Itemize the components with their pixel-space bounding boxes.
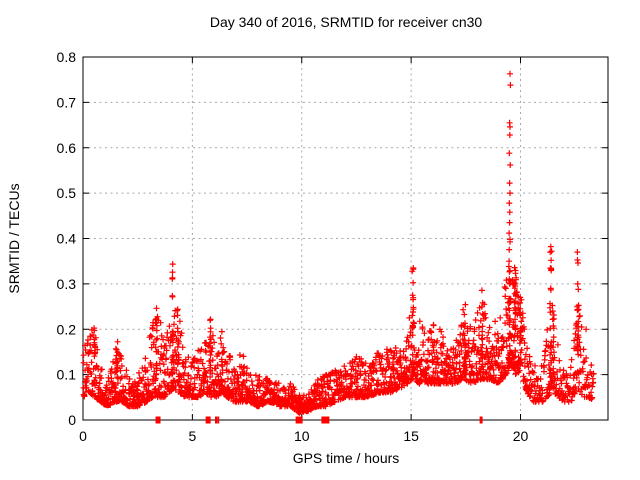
- y-tick-label-0: 0: [68, 412, 76, 428]
- y-tick-label-0.3: 0.3: [57, 276, 77, 292]
- zero-value-marker: [155, 416, 161, 424]
- x-tick-label-20: 20: [513, 428, 529, 444]
- plot-border: [82, 56, 609, 421]
- x-axis-title: GPS time / hours: [293, 450, 400, 466]
- y-axis-title: SRMTID / TECUs: [6, 183, 22, 293]
- zero-value-marker: [215, 416, 217, 424]
- y-tick-label-0.7: 0.7: [57, 94, 77, 110]
- y-tick-label-0.2: 0.2: [57, 321, 77, 337]
- x-tick-label-10: 10: [294, 428, 310, 444]
- zero-value-marker: [295, 416, 303, 424]
- zero-value-marker: [205, 416, 211, 424]
- y-tick-label-0.4: 0.4: [57, 231, 77, 247]
- axis-ticks: [83, 57, 608, 420]
- x-tick-label-15: 15: [403, 428, 419, 444]
- zero-value-marker: [217, 416, 220, 424]
- y-tick-label-0.1: 0.1: [57, 367, 77, 383]
- zero-value-markers: [155, 416, 483, 424]
- zero-value-marker: [479, 416, 483, 424]
- y-tick-label-0.5: 0.5: [57, 185, 77, 201]
- chart-title: Day 340 of 2016, SRMTID for receiver cn3…: [210, 14, 483, 30]
- grid-lines: [83, 57, 608, 420]
- zero-value-marker: [321, 416, 330, 424]
- y-tick-label-0.6: 0.6: [57, 140, 77, 156]
- data-points-srmtid: [80, 70, 597, 416]
- x-tick-label-5: 5: [188, 428, 196, 444]
- axis-tick-labels: 0 5 10 15 20 0 0.1 0.2 0.3 0.4 0.5 0.6 0.7 0.8: [57, 49, 529, 444]
- x-tick-label-0: 0: [79, 428, 87, 444]
- y-tick-label-0.8: 0.8: [57, 49, 77, 65]
